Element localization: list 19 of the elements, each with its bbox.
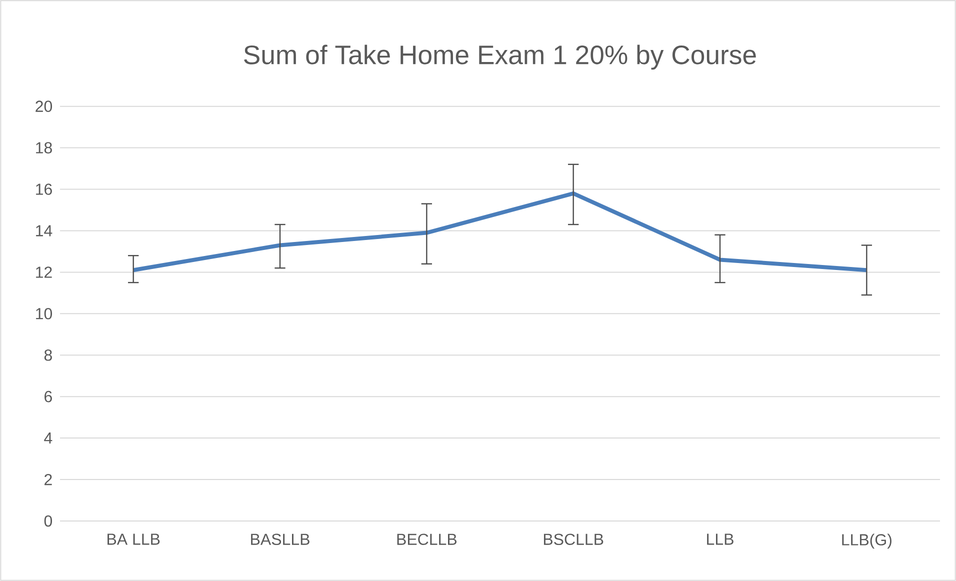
y-tick-label: 6: [44, 390, 52, 402]
x-tick-label: BASLLB: [251, 534, 310, 546]
x-tick-label: BA LLB: [108, 534, 160, 545]
y-tick-label: 0: [44, 515, 52, 527]
x-tick-label: BSCLLB: [544, 534, 604, 546]
y-tick-label: 10: [36, 308, 52, 320]
y-tick-label: 20: [36, 100, 52, 112]
y-tick-label: 14: [36, 225, 52, 236]
chart-title: Sum of Take Home Exam 1 20% by Course: [244, 44, 756, 70]
y-tick-label: 12: [36, 266, 52, 278]
y-tick-label: 2: [44, 474, 52, 486]
x-tick-label: LLB(G): [842, 534, 892, 549]
y-tick-label: 18: [36, 142, 52, 154]
y-tick-label: 8: [44, 349, 52, 361]
x-tick-label: LLB: [707, 534, 734, 545]
y-tick-label: 4: [44, 432, 52, 444]
x-tick-label: BECLLB: [397, 534, 457, 546]
y-tick-label: 16: [36, 184, 52, 195]
line-series: [131, 191, 869, 272]
